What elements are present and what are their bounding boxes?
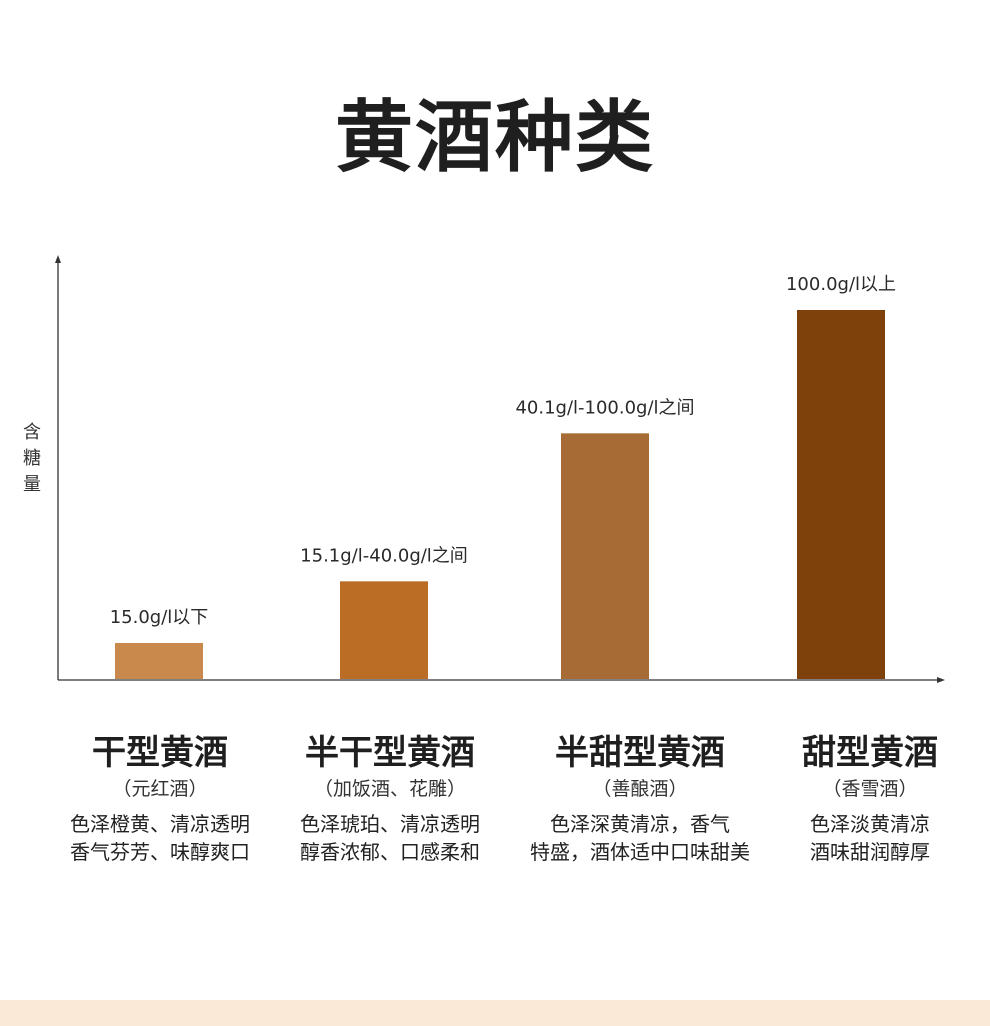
category-description-line: 色泽橙黄、清凉透明 — [70, 812, 250, 836]
category-block-semi-sweet: 半甜型黄酒 （善酿酒） 色泽深黄清凉，香气 特盛，酒体适中口味甜美 — [510, 730, 770, 866]
category-name: 半干型黄酒 — [305, 733, 475, 773]
category-name: 干型黄酒 — [92, 733, 228, 773]
bottom-band — [0, 1000, 990, 1026]
category-name: 甜型黄酒 — [802, 733, 938, 773]
y-axis-label-char: 量 — [23, 474, 41, 495]
category-alias: （香雪酒） — [822, 778, 918, 800]
category-description-line: 酒味甜润醇厚 — [810, 840, 930, 864]
category-description-line: 色泽琥珀、清凉透明 — [300, 812, 480, 836]
bar — [340, 581, 428, 679]
category-description: 色泽深黄清凉，香气 特盛，酒体适中口味甜美 — [510, 810, 770, 866]
y-axis-arrow — [55, 255, 61, 263]
category-name: 半甜型黄酒 — [555, 733, 725, 773]
category-description: 色泽橙黄、清凉透明 香气芬芳、味醇爽口 — [40, 810, 280, 866]
category-description-line: 色泽深黄清凉，香气 — [550, 812, 730, 836]
category-block-sweet: 甜型黄酒 （香雪酒） 色泽淡黄清凉 酒味甜润醇厚 — [760, 730, 980, 866]
category-description-line: 醇香浓郁、口感柔和 — [300, 840, 480, 864]
category-description-line: 香气芬芳、味醇爽口 — [70, 840, 250, 864]
bar-chart: 15.0g/l以下 15.1g/l-40.0g/l之间 40.1g/l-100.0g… — [55, 255, 945, 683]
category-description-line: 色泽淡黄清凉 — [810, 812, 930, 836]
bar — [115, 643, 203, 679]
x-axis-arrow — [937, 677, 945, 683]
category-description: 色泽琥珀、清凉透明 醇香浓郁、口感柔和 — [270, 810, 510, 866]
category-alias: （加饭酒、花雕） — [313, 778, 466, 800]
category-alias: （元红酒） — [112, 778, 208, 800]
category-description: 色泽淡黄清凉 酒味甜润醇厚 — [760, 810, 980, 866]
bar — [561, 433, 649, 679]
y-axis-label-char: 糖 — [23, 448, 41, 469]
category-block-semi-dry: 半干型黄酒 （加饭酒、花雕） 色泽琥珀、清凉透明 醇香浓郁、口感柔和 — [270, 730, 510, 866]
page-title: 黄酒种类 — [334, 93, 655, 183]
category-alias: （善酿酒） — [592, 778, 688, 800]
category-description-line: 特盛，酒体适中口味甜美 — [530, 840, 750, 864]
bar — [797, 310, 885, 679]
bar-data-label: 15.1g/l-40.0g/l之间 — [300, 545, 468, 566]
bar-data-label: 40.1g/l-100.0g/l之间 — [515, 397, 694, 418]
y-axis-label-char: 含 — [23, 422, 41, 443]
y-axis-label: 含糖量 — [20, 420, 44, 498]
bar-data-label: 15.0g/l以下 — [110, 607, 209, 628]
category-block-dry: 干型黄酒 （元红酒） 色泽橙黄、清凉透明 香气芬芳、味醇爽口 — [40, 730, 280, 866]
bar-data-label: 100.0g/l以上 — [786, 274, 896, 295]
